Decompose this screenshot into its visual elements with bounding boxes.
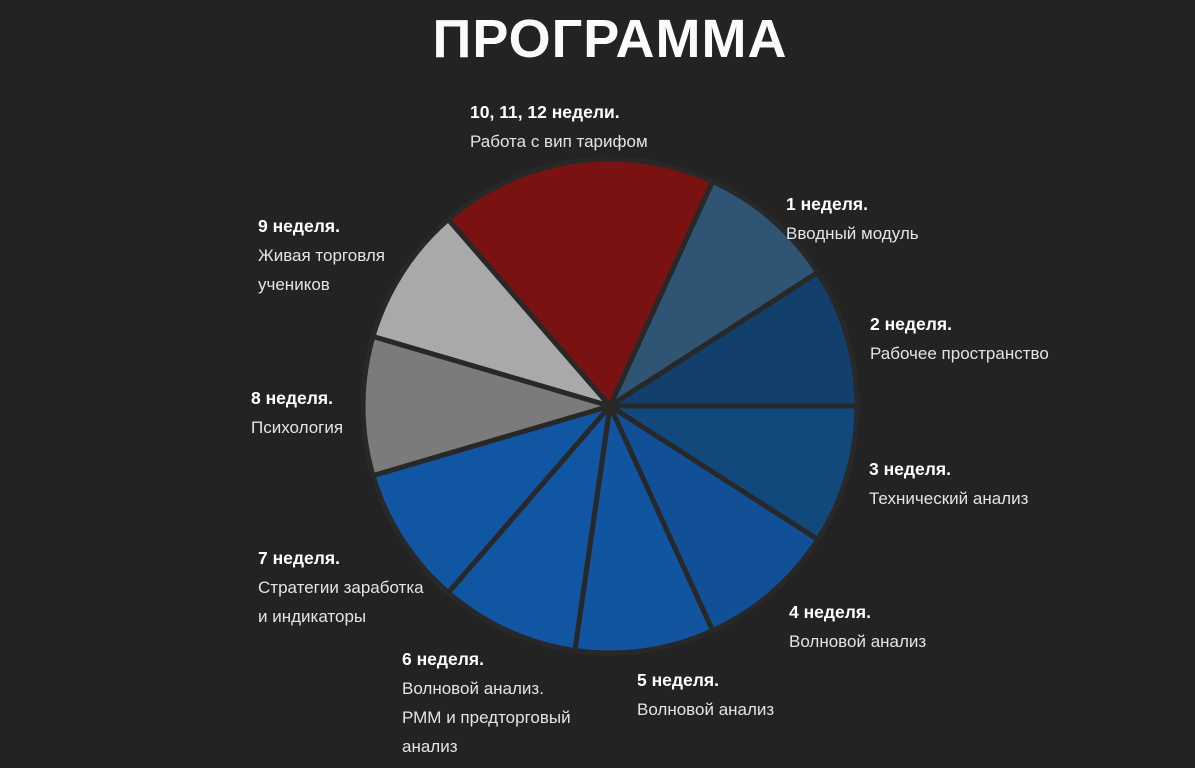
slice-label-description: Рабочее пространство xyxy=(870,344,1049,363)
slice-label-title: 3 неделя. xyxy=(869,459,951,479)
slice-label-description: Вводный модуль xyxy=(786,224,919,243)
slice-label-description: Волновой анализ xyxy=(637,700,775,719)
slice-label-title: 9 неделя. xyxy=(258,216,340,236)
slice-label-title: 5 неделя. xyxy=(637,670,719,690)
slice-label-week-2: 2 неделя. Рабочее пространство xyxy=(870,310,1049,368)
slice-label-title: 8 неделя. xyxy=(251,388,333,408)
slice-label-title: 6 неделя. xyxy=(402,649,484,669)
slice-label-title: 10, 11, 12 недели. xyxy=(470,102,620,122)
slice-label-description: Волновой анализ xyxy=(789,632,927,651)
slice-label-title: 7 неделя. xyxy=(258,548,340,568)
slice-label-weeks-10-11-12: 10, 11, 12 недели. Работа с вип тарифом xyxy=(470,98,648,156)
pie-slice-2 xyxy=(607,269,860,409)
slice-label-week-5: 5 неделя. Волновой анализ xyxy=(637,666,774,724)
pie-slice-4 xyxy=(607,403,821,634)
slice-label-week-8: 8 неделя. Психология xyxy=(251,384,343,442)
slice-label-week-9: 9 неделя. Живая торговля учеников xyxy=(258,212,385,299)
slice-label-title: 4 неделя. xyxy=(789,602,871,622)
pie-slice-6 xyxy=(445,403,613,653)
pie-slice-7 xyxy=(370,403,613,596)
pie-slice-1 xyxy=(607,178,821,409)
slice-label-title: 2 неделя. xyxy=(870,314,952,334)
slice-label-week-4: 4 неделя. Волновой анализ xyxy=(789,598,926,656)
slice-label-description: Живая торговля учеников xyxy=(258,246,385,294)
slice-label-week-7: 7 неделя. Стратегии заработка и индикато… xyxy=(258,544,424,631)
slice-label-description: Стратегии заработка и индикаторы xyxy=(258,578,424,626)
slice-label-week-6: 6 неделя. Волновой анализ. РММ и предтор… xyxy=(402,645,571,761)
slice-label-description: Работа с вип тарифом xyxy=(470,132,648,151)
pie-slice-3 xyxy=(607,403,860,543)
pie-slice-10 xyxy=(445,156,716,409)
slice-label-title: 1 неделя. xyxy=(786,194,868,214)
slice-label-description: Технический анализ xyxy=(869,489,1029,508)
pie-slice-5 xyxy=(572,403,716,656)
slice-label-description: Волновой анализ. РММ и предторговый анал… xyxy=(402,679,571,756)
slice-label-week-3: 3 неделя. Технический анализ xyxy=(869,455,1028,513)
pie-slice-9 xyxy=(370,216,613,409)
slice-label-week-1: 1 неделя. Вводный модуль xyxy=(786,190,919,248)
page-title: ПРОГРАММА xyxy=(432,9,788,69)
pie-slice-8 xyxy=(360,333,613,479)
slice-label-description: Психология xyxy=(251,418,344,437)
